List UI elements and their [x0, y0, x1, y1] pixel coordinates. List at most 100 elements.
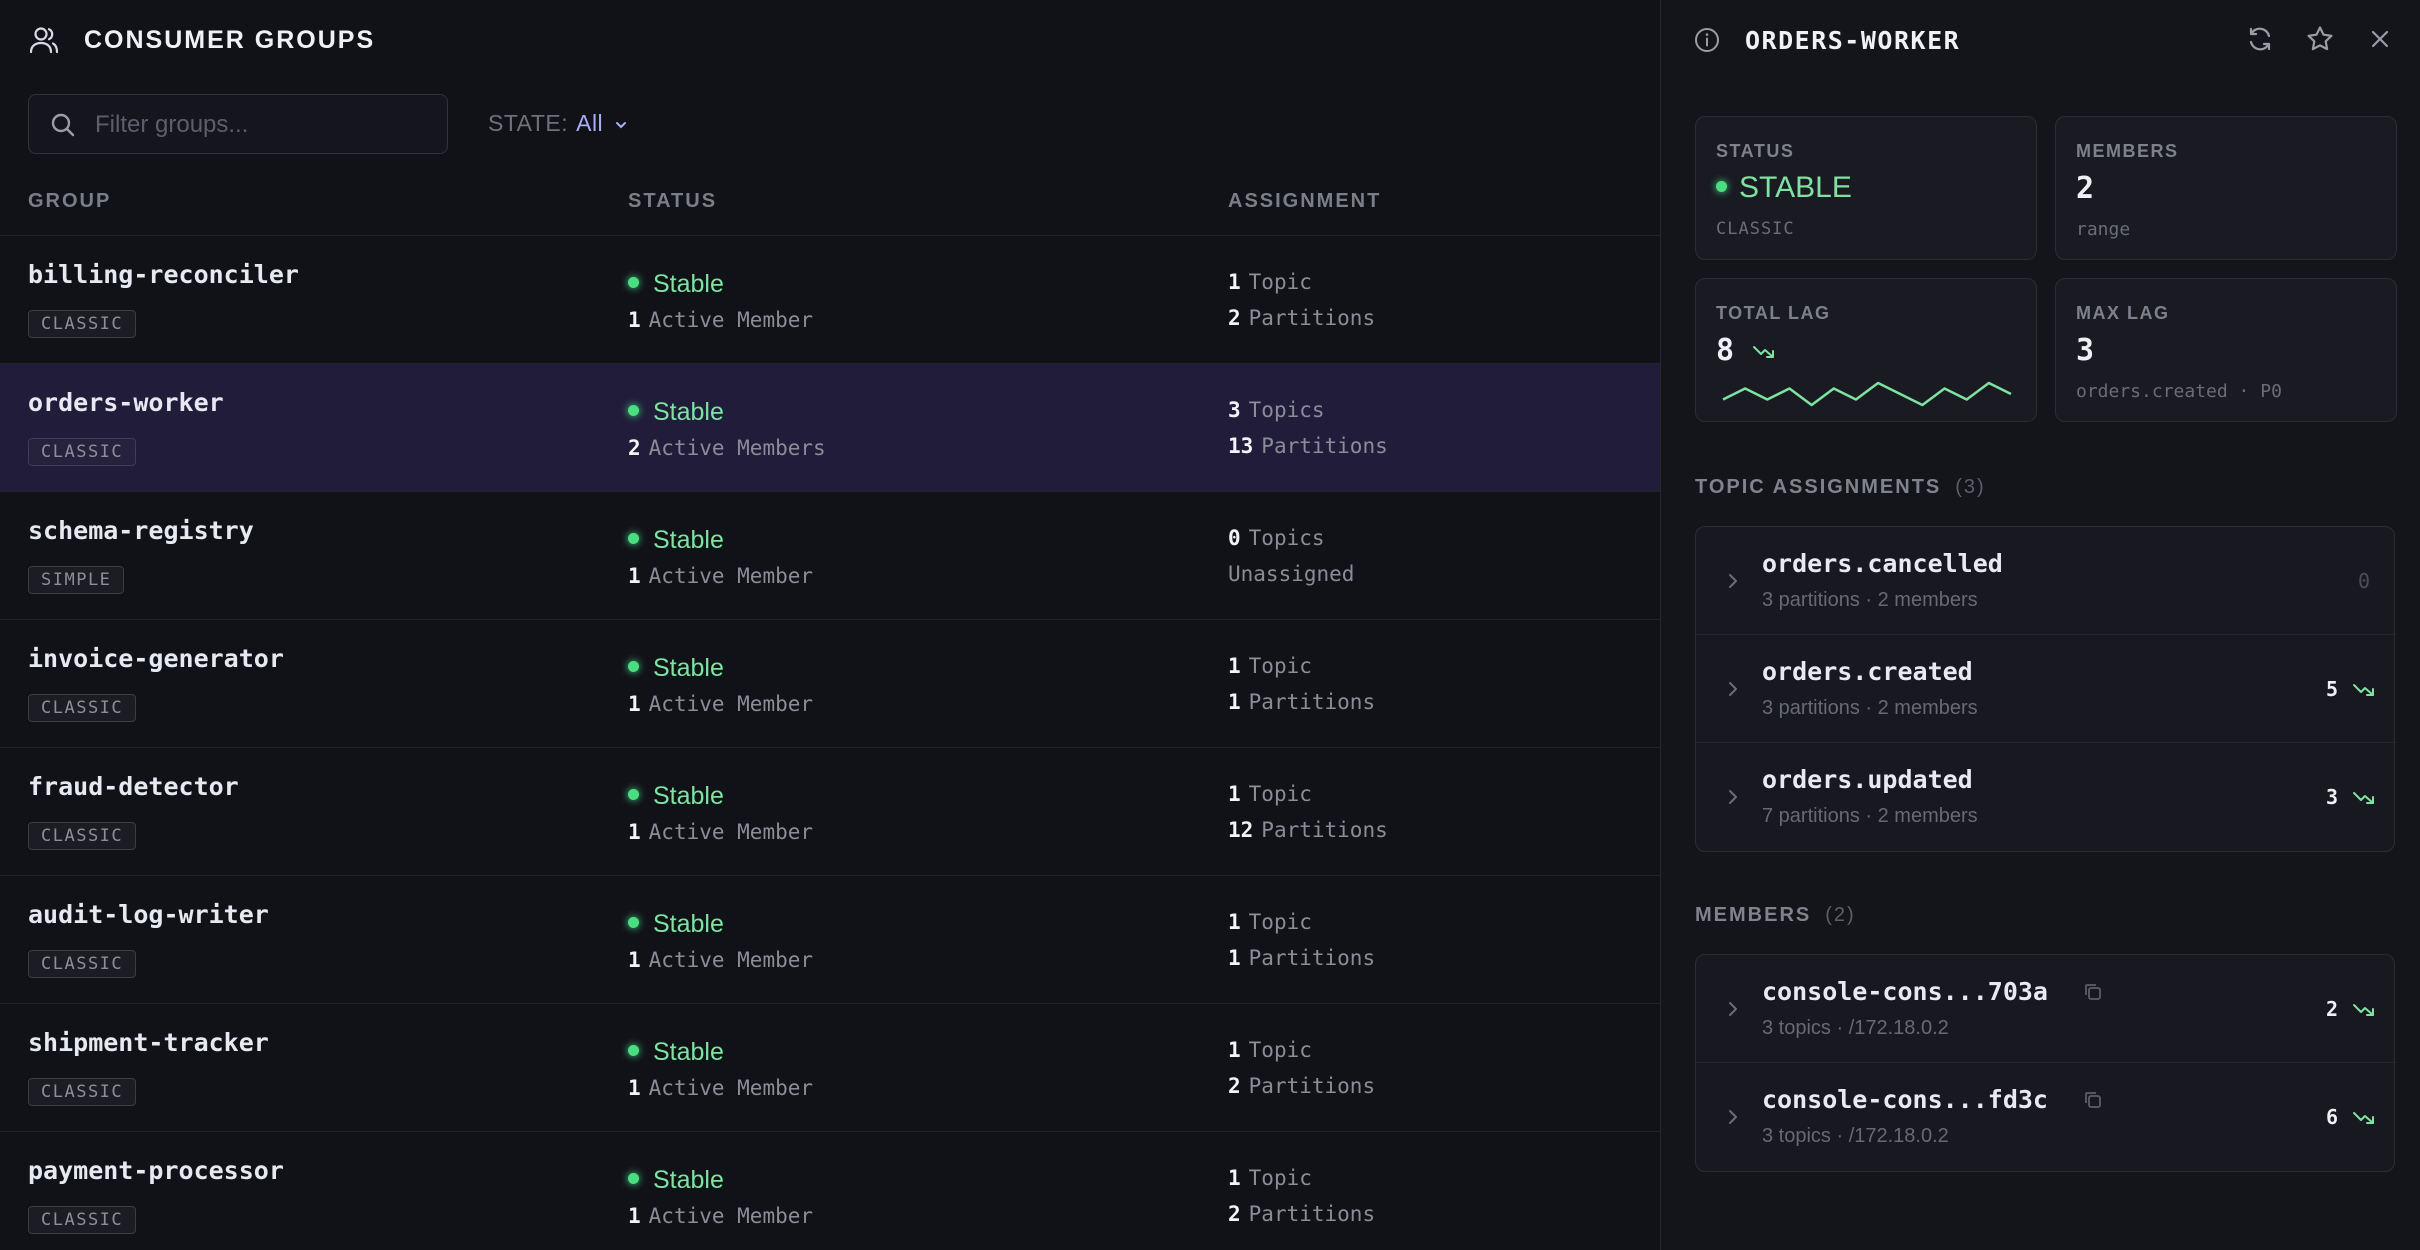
topic-count: 1 Topic — [1228, 910, 1312, 934]
group-name[interactable]: billing-reconciler — [28, 260, 299, 289]
member-count: 1 Active Member — [628, 948, 813, 972]
topic-count-value: 1 — [1228, 654, 1241, 678]
partition-count-label: Partitions — [1248, 1074, 1376, 1098]
table-row[interactable]: fraud-detector CLASSIC Stable 1 Active Me… — [0, 748, 1660, 876]
table-row[interactable]: billing-reconciler CLASSIC Stable 1 Activ… — [0, 236, 1660, 364]
topic-assignment-item[interactable]: orders.created 3 partitions · 2 members … — [1696, 635, 2396, 743]
status-card: STATUS STABLE CLASSIC — [1695, 116, 2037, 260]
column-header-assignment[interactable]: ASSIGNMENT — [1228, 190, 1382, 212]
topic-count-label: Topic — [1248, 910, 1312, 934]
topic-lag: 0 — [2357, 569, 2370, 593]
topic-count: 1 Topic — [1228, 782, 1312, 806]
total-lag-number: 8 — [1716, 333, 1735, 368]
star-icon[interactable] — [2305, 24, 2335, 54]
status-card-label: STATUS — [1716, 141, 1795, 161]
topic-count: 1 Topic — [1228, 1038, 1312, 1062]
status-badge: Stable — [628, 270, 724, 299]
search-box[interactable] — [28, 94, 448, 154]
member-id: console-cons...fd3c — [1762, 1085, 2048, 1114]
member-count-value: 1 — [628, 1204, 641, 1228]
status-dot — [628, 1044, 639, 1056]
member-lag: 6 — [2325, 1105, 2338, 1129]
topic-assignments-count: (3) — [1955, 476, 1986, 498]
trend-down-icon — [2353, 1004, 2374, 1016]
state-filter[interactable]: STATE: All — [488, 110, 629, 137]
copy-icon[interactable] — [2082, 981, 2104, 1003]
member-lag: 2 — [2325, 997, 2338, 1021]
max-lag-sub: orders.created · P0 — [2076, 381, 2282, 402]
topic-count-label: Topic — [1248, 1038, 1312, 1062]
member-item[interactable]: console-cons...703a 3 topics · /172.18.0… — [1696, 955, 2396, 1063]
table-row[interactable]: orders-worker CLASSIC Stable 2 Active Mem… — [0, 364, 1660, 492]
group-name[interactable]: audit-log-writer — [28, 900, 269, 929]
chevron-right-icon — [1729, 682, 1737, 696]
table-row[interactable]: audit-log-writer CLASSIC Stable 1 Active … — [0, 876, 1660, 1004]
topic-count-value: 1 — [1228, 1038, 1241, 1062]
member-count-label: Active Member — [648, 564, 814, 588]
member-count-value: 1 — [628, 564, 641, 588]
topic-assignment-item[interactable]: orders.updated 7 partitions · 2 members … — [1696, 743, 2396, 851]
column-header-status[interactable]: STATUS — [628, 190, 718, 212]
topic-assignments-list: orders.cancelled 3 partitions · 2 member… — [1695, 526, 2396, 852]
group-name[interactable]: fraud-detector — [28, 772, 239, 801]
topic-assignments-header: TOPIC ASSIGNMENTS (3) — [1695, 476, 1986, 499]
table-row[interactable]: invoice-generator CLASSIC Stable 1 Active… — [0, 620, 1660, 748]
table-row[interactable]: schema-registry SIMPLE Stable 1 Active Me… — [0, 492, 1660, 620]
group-name[interactable]: invoice-generator — [28, 644, 284, 673]
topic-count-label: Topics — [1248, 526, 1325, 550]
page-title: CONSUMER GROUPS — [84, 26, 376, 54]
status-text: Stable — [653, 270, 724, 298]
group-type-badge: CLASSIC — [28, 694, 137, 722]
group-type-badge: CLASSIC — [28, 438, 137, 466]
topic-count-label: Topic — [1248, 654, 1312, 678]
trend-down-icon — [2353, 1112, 2374, 1124]
status-dot — [628, 660, 639, 672]
member-count: 1 Active Member — [628, 308, 813, 332]
copy-icon[interactable] — [2082, 1089, 2104, 1111]
partition-count: 13 Partitions — [1228, 434, 1388, 458]
partition-count: 12 Partitions — [1228, 818, 1388, 842]
trend-down-icon — [1753, 346, 1775, 358]
status-card-sub: CLASSIC — [1716, 219, 1795, 239]
status-dot — [628, 1172, 639, 1184]
close-icon[interactable] — [2365, 24, 2395, 54]
total-lag-card: TOTAL LAG 8 — [1695, 278, 2037, 422]
partition-count-label: Partitions — [1248, 690, 1376, 714]
topic-assignment-item[interactable]: orders.cancelled 3 partitions · 2 member… — [1696, 527, 2396, 635]
refresh-icon[interactable] — [2245, 24, 2275, 54]
status-text: Stable — [653, 782, 724, 810]
member-count-value: 1 — [628, 820, 641, 844]
member-count: 1 Active Member — [628, 692, 813, 716]
group-name[interactable]: shipment-tracker — [28, 1028, 269, 1057]
table-row[interactable]: payment-processor CLASSIC Stable 1 Active… — [0, 1132, 1660, 1250]
status-badge: Stable — [628, 910, 724, 939]
status-text: STABLE — [1739, 171, 1852, 204]
groups-panel: CONSUMER GROUPS STATE: All GROUP STATUS A… — [0, 26, 1660, 1250]
topic-count: 1 Topic — [1228, 654, 1312, 678]
group-name[interactable]: payment-processor — [28, 1156, 284, 1185]
chevron-right-icon — [1729, 574, 1737, 588]
column-header-group[interactable]: GROUP — [28, 190, 112, 212]
group-name[interactable]: orders-worker — [28, 388, 224, 417]
member-id: console-cons...703a — [1762, 977, 2048, 1006]
trend-down-icon — [2353, 684, 2374, 696]
table-row[interactable]: shipment-tracker CLASSIC Stable 1 Active … — [0, 1004, 1660, 1132]
topic-count: 1 Topic — [1228, 270, 1312, 294]
member-count: 1 Active Member — [628, 820, 813, 844]
member-count-label: Active Member — [648, 1076, 814, 1100]
info-icon — [1695, 28, 1719, 52]
member-count-label: Active Member — [648, 308, 814, 332]
partition-count-label: Partitions — [1248, 946, 1376, 970]
search-input[interactable] — [95, 107, 425, 143]
detail-title: ORDERS-WORKER — [1745, 26, 1961, 55]
topic-count-label: Topic — [1248, 270, 1312, 294]
topic-name: orders.created — [1762, 657, 1973, 686]
topic-count-value: 0 — [1228, 526, 1241, 550]
sparkline-path — [1722, 381, 2012, 407]
members-header: MEMBERS (2) — [1695, 904, 1856, 927]
partition-count-value: 12 — [1228, 818, 1254, 842]
partition-count-label: Partitions — [1261, 434, 1388, 458]
topic-name: orders.updated — [1762, 765, 1973, 794]
group-name[interactable]: schema-registry — [28, 516, 254, 545]
member-item[interactable]: console-cons...fd3c 3 topics · /172.18.0… — [1696, 1063, 2396, 1171]
